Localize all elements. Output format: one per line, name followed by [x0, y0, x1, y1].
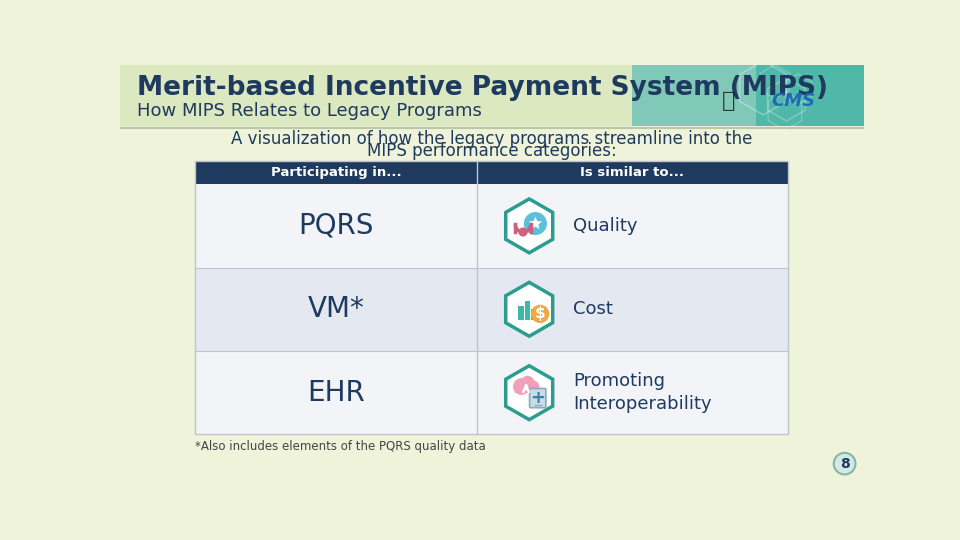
- Bar: [518, 306, 524, 320]
- Bar: [632, 65, 864, 126]
- Text: EHR: EHR: [307, 379, 365, 407]
- Bar: [195, 184, 476, 267]
- Text: Is similar to...: Is similar to...: [580, 166, 684, 179]
- Text: A visualization of how the legacy programs streamline into the: A visualization of how the legacy progra…: [231, 130, 753, 148]
- Text: 8: 8: [840, 457, 850, 471]
- Text: Participating in...: Participating in...: [271, 166, 401, 179]
- Bar: [195, 161, 788, 434]
- Text: MIPS performance categories:: MIPS performance categories:: [367, 142, 617, 160]
- Circle shape: [514, 379, 529, 394]
- Text: +: +: [530, 389, 545, 407]
- Text: Cost: Cost: [573, 300, 613, 318]
- Circle shape: [524, 213, 546, 234]
- FancyBboxPatch shape: [530, 388, 546, 408]
- Bar: [524, 301, 530, 320]
- Text: How MIPS Relates to Legacy Programs: How MIPS Relates to Legacy Programs: [137, 102, 482, 120]
- Text: VM*: VM*: [307, 295, 364, 323]
- Text: *Also includes elements of the PQRS quality data: *Also includes elements of the PQRS qual…: [195, 440, 486, 453]
- Bar: [195, 161, 788, 184]
- Text: CMS: CMS: [771, 92, 815, 110]
- Text: Merit-based Incentive Payment System (MIPS): Merit-based Incentive Payment System (MI…: [137, 75, 828, 101]
- Circle shape: [532, 306, 548, 322]
- Text: 🦅: 🦅: [722, 91, 735, 111]
- Circle shape: [528, 381, 539, 392]
- Bar: [756, 65, 864, 126]
- Bar: [516, 385, 537, 393]
- Bar: [531, 309, 537, 320]
- Bar: [476, 184, 788, 267]
- Text: PQRS: PQRS: [299, 212, 373, 240]
- Polygon shape: [529, 217, 542, 229]
- Text: Promoting
Interoperability: Promoting Interoperability: [573, 372, 712, 414]
- Circle shape: [521, 376, 534, 389]
- Bar: [476, 351, 788, 434]
- Circle shape: [519, 228, 527, 236]
- Bar: [195, 267, 476, 351]
- Bar: [195, 351, 476, 434]
- Polygon shape: [506, 199, 553, 253]
- Text: Quality: Quality: [573, 217, 637, 235]
- Circle shape: [834, 453, 855, 475]
- Polygon shape: [506, 366, 553, 420]
- Text: $: $: [535, 306, 545, 321]
- Polygon shape: [506, 282, 553, 336]
- Bar: [120, 65, 864, 126]
- Bar: [476, 267, 788, 351]
